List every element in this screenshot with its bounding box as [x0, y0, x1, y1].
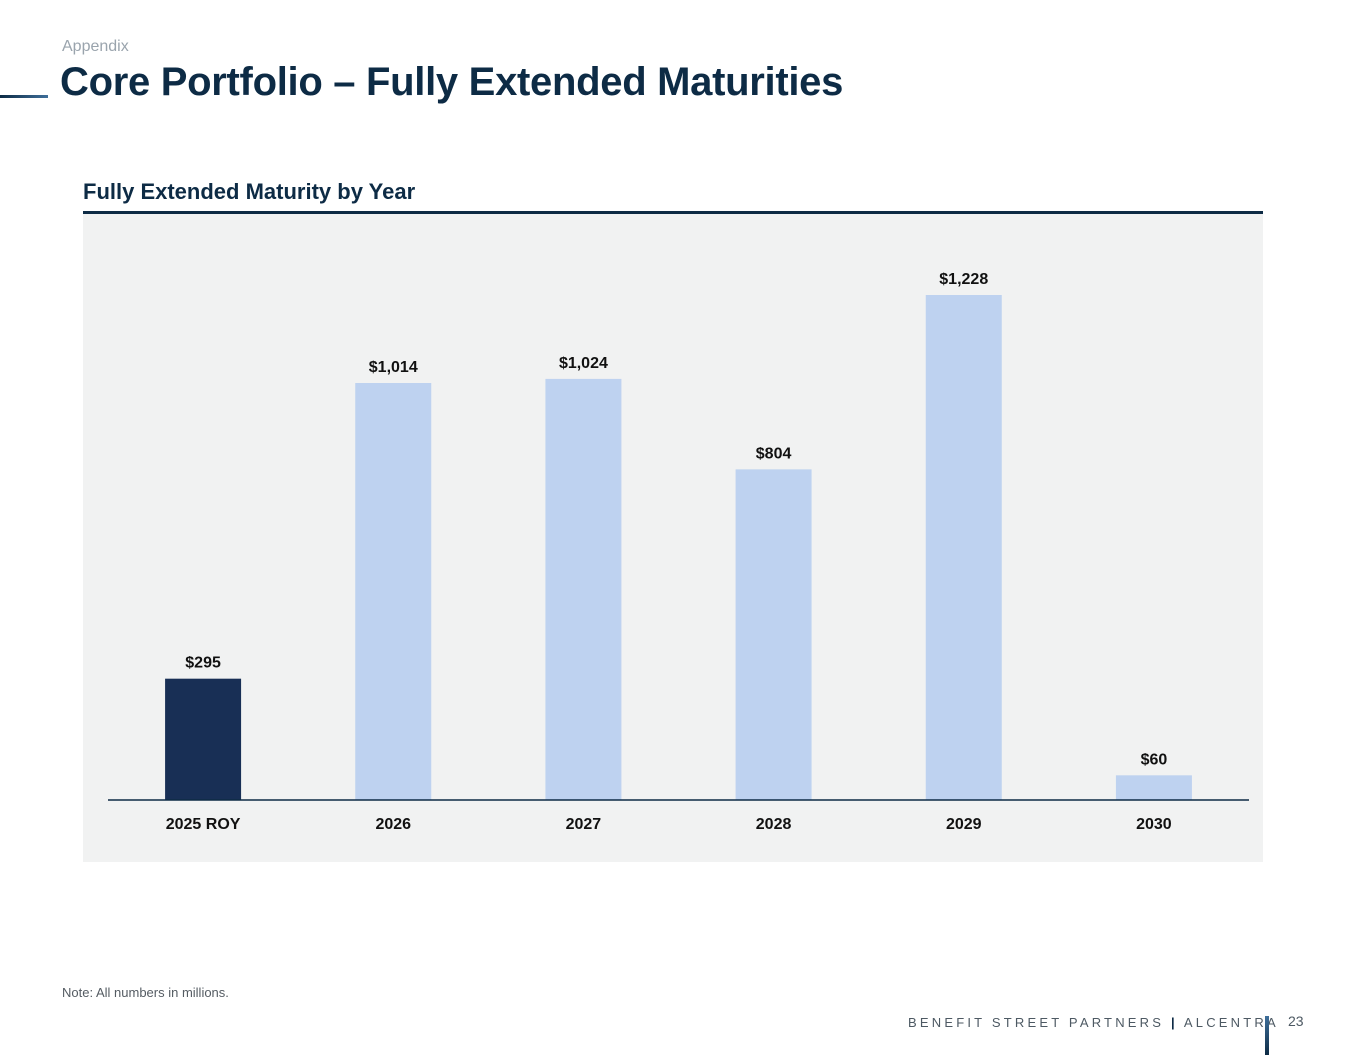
bar-2028	[735, 469, 812, 800]
x-tick-label: 2028	[756, 816, 792, 833]
brand-name-left: BENEFIT STREET PARTNERS	[908, 1015, 1165, 1030]
title-accent-line	[0, 95, 48, 98]
data-label: $60	[1141, 751, 1168, 768]
bar-2029	[925, 295, 1002, 800]
brand-name-right: ALCENTRA	[1183, 1015, 1279, 1030]
data-label: $295	[185, 655, 221, 672]
brand-wordmark: BENEFIT STREET PARTNERS | ALCENTRA	[908, 1015, 1279, 1030]
data-label: $1,024	[559, 355, 608, 372]
section-label: Appendix	[62, 38, 129, 55]
bar-2025-roy	[165, 678, 242, 800]
chart-title-rule	[83, 211, 1263, 214]
x-tick-label: 2029	[946, 816, 982, 833]
bar-2026	[355, 383, 432, 800]
data-label: $1,228	[939, 271, 988, 288]
footer-accent-bar	[1265, 1016, 1269, 1055]
maturity-bar-chart: $295 2025 ROY $1,014 2026 $1,024 2027 $804 2028…	[108, 271, 1249, 833]
x-tick-label: 2026	[375, 816, 411, 833]
chart-title: Fully Extended Maturity by Year	[83, 179, 416, 204]
x-tick-label: 2030	[1136, 816, 1172, 833]
page-number: 23	[1288, 1013, 1304, 1029]
chart-panel: $295 2025 ROY $1,014 2026 $1,024 2027 $804 2028…	[83, 214, 1263, 862]
data-label: $804	[756, 445, 792, 462]
page-title: Core Portfolio – Fully Extended Maturiti…	[60, 60, 844, 104]
brand-separator: |	[1170, 1015, 1178, 1030]
bar-2027	[545, 378, 622, 800]
bar-2030	[1115, 775, 1192, 800]
x-tick-label: 2025 ROY	[166, 816, 241, 833]
footnote: Note: All numbers in millions.	[62, 985, 229, 1000]
data-label: $1,014	[369, 359, 418, 376]
x-tick-label: 2027	[566, 816, 602, 833]
